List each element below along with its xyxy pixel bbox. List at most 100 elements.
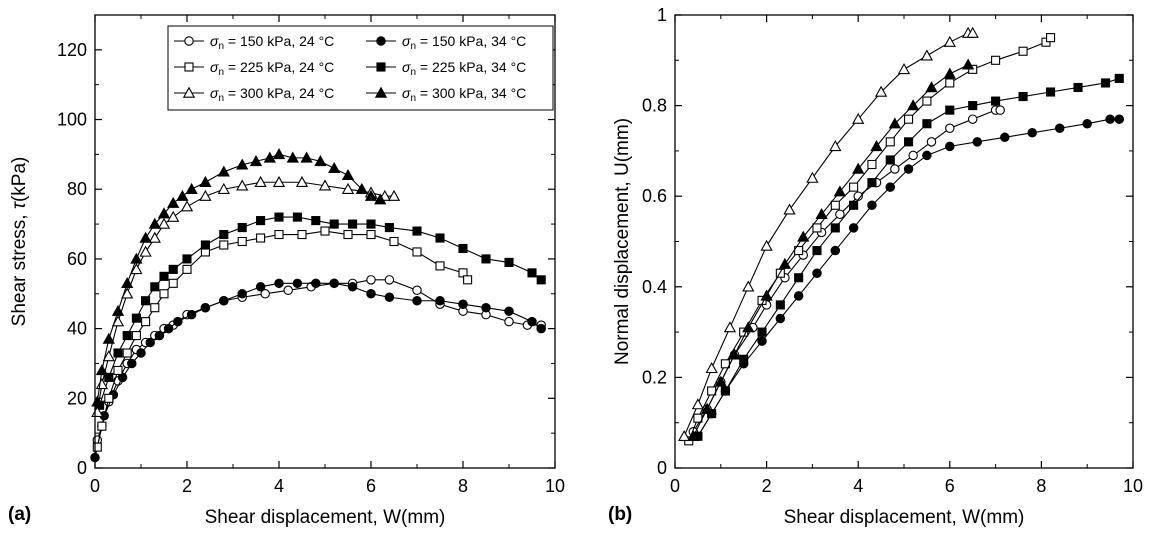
data-point [320,226,330,236]
data-point [830,200,840,210]
data-point [274,278,284,289]
data-point [852,162,865,174]
panel-label: (b) [608,504,632,525]
axes-frame [674,14,1134,469]
y-tick-label: 0 [657,458,667,478]
data-point [256,216,266,226]
legend-symbol: σ [402,33,411,49]
y-tick-label: 0 [77,458,87,478]
y-tick-label: 100 [57,110,87,130]
data-point [922,150,932,161]
data-point [1046,33,1056,43]
data-point [812,223,822,233]
y-axis-label: Shear stress, τ(kPa) [9,157,30,327]
data-point [297,229,307,240]
data-point [366,275,376,285]
data-point [104,393,114,403]
data-point [742,321,755,333]
series-line [683,32,973,437]
data-point [366,289,376,299]
data-point [1100,78,1111,88]
data-point [121,276,134,289]
data-point [966,26,979,38]
data-point [236,179,249,191]
legend-marker [184,62,194,72]
data-point [219,229,229,240]
legend-label: σn = 150 kPa, 34 °C [402,33,526,52]
data-point [943,35,956,47]
data-point [97,421,107,431]
data-point [1018,91,1028,102]
data-point [412,226,422,236]
x-tick-label: 0 [670,476,680,496]
data-point [163,323,174,334]
data-point [760,289,773,301]
data-point [835,209,845,220]
data-point [328,161,341,174]
data-point [141,317,151,327]
data-point [504,316,514,327]
data-point [435,295,445,306]
x-axis-label: Shear displacement, W(mm) [784,507,1025,528]
data-point [908,150,918,161]
data-point [148,217,161,229]
data-point [1046,87,1056,97]
data-point [943,67,956,79]
y-tick-label: 0.2 [642,367,667,387]
data-point [104,372,114,382]
data-point [329,219,339,229]
data-point [341,168,355,181]
legend-marker [376,36,386,46]
data-point [256,233,266,243]
data-point [536,275,546,285]
series-a-3 [95,212,546,410]
data-point [384,275,395,285]
data-point [384,223,394,233]
data-point [481,254,491,264]
legend-symbol: σ [210,33,219,49]
legend-subscript: n [218,41,224,52]
data-point [139,231,152,243]
data-point [1073,82,1083,93]
x-tick-label: 2 [182,476,192,496]
series-line [96,279,542,441]
data-point [794,273,804,283]
data-point [925,81,938,93]
series-line [697,118,1120,437]
x-tick-label: 10 [545,476,565,496]
data-point [922,119,932,129]
legend-symbol: σ [210,85,219,101]
x-tick-label: 6 [945,476,955,496]
data-point [830,245,841,256]
data-point [945,105,955,115]
data-point [219,295,229,306]
data-point [885,137,895,147]
data-point [364,189,378,201]
y-tick-label: 40 [67,319,87,339]
series-b-5 [687,58,975,442]
data-point [131,313,141,323]
data-point [527,316,537,327]
data-point [117,372,128,383]
data-point [967,114,978,124]
data-point [318,179,332,191]
legend-marker [374,86,388,98]
data-point [849,182,859,192]
data-point [867,159,877,170]
legend-label: σn = 300 kPa, 34 °C [402,85,526,104]
y-tick-label: 0.4 [642,277,667,297]
data-point [292,212,302,222]
data-point [185,182,198,194]
series-b-2 [684,33,1056,446]
data-point [355,182,368,194]
series-line [697,77,1120,437]
data-point [757,327,767,337]
data-point [157,207,171,219]
data-point [1027,128,1037,138]
data-point [742,280,755,292]
data-point [1000,132,1010,143]
y-axis-label-part: Shear stress, [9,209,30,326]
legend-label: σn = 150 kPa, 24 °C [210,33,334,52]
data-point [249,155,263,167]
